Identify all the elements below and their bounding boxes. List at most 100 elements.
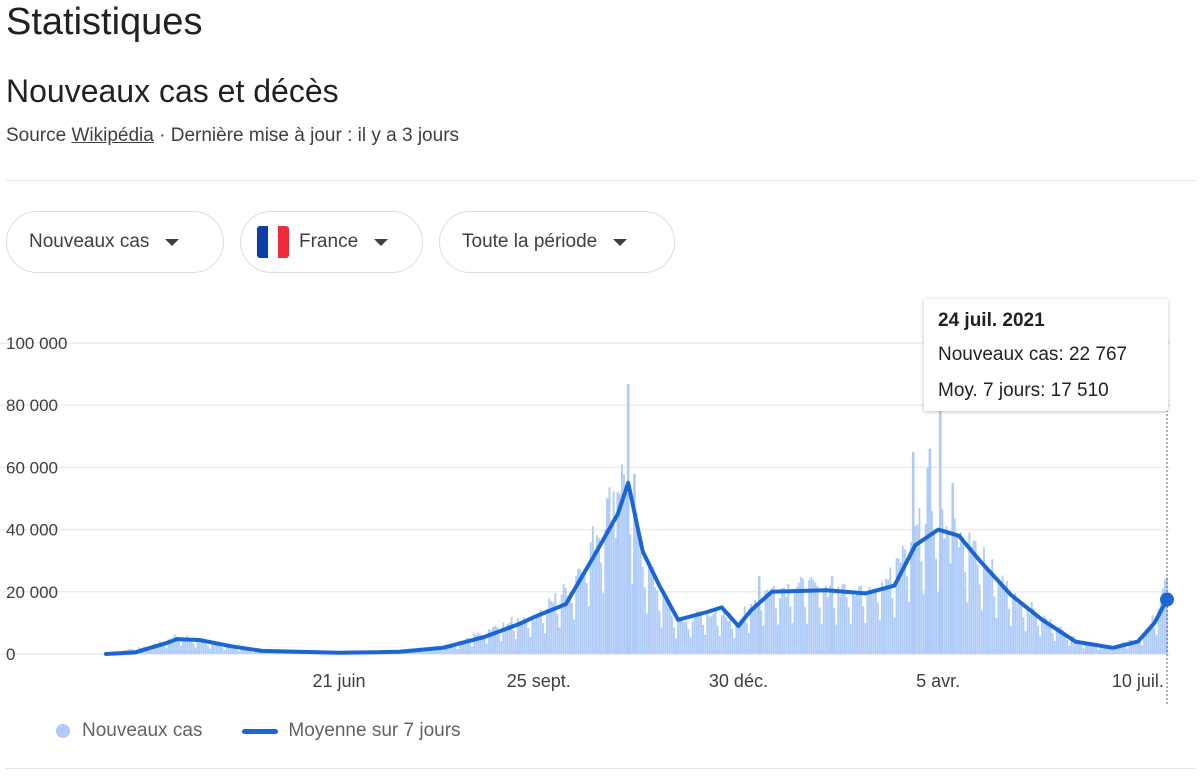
tooltip-cases-label: Nouveaux cas: [938, 344, 1069, 365]
daily-bar [702, 624, 705, 654]
daily-bar [167, 638, 170, 654]
daily-bar [566, 595, 569, 654]
chart-tooltip: 24 juil. 2021 Nouveaux cas: 22 767 Moy. … [924, 299, 1168, 411]
daily-bar [656, 590, 659, 654]
daily-bar [458, 640, 461, 654]
daily-bar [908, 601, 910, 654]
daily-bar [887, 580, 890, 654]
daily-bar [1130, 639, 1133, 654]
daily-bar [799, 576, 802, 654]
daily-bar-peak [951, 482, 955, 654]
tooltip-cases: Nouveaux cas: 22 767 [938, 343, 1154, 367]
daily-bar [209, 648, 211, 654]
daily-bar [777, 624, 779, 654]
daily-bar [610, 520, 613, 654]
daily-bar [467, 637, 469, 654]
daily-bar [471, 646, 474, 654]
daily-bar [982, 547, 985, 654]
daily-bar [236, 649, 238, 654]
daily-bar [727, 621, 729, 654]
daily-bar [889, 567, 892, 654]
daily-bar [885, 578, 888, 654]
daily-bar [972, 540, 975, 654]
daily-bar [1049, 619, 1052, 654]
daily-bar [1028, 613, 1031, 654]
caret-down-icon [613, 238, 628, 246]
daily-bar [1118, 644, 1121, 654]
daily-bar [1030, 601, 1033, 654]
period-dropdown[interactable]: Toute la période [439, 211, 675, 273]
daily-bar [442, 650, 444, 654]
daily-bar [1045, 618, 1048, 654]
daily-bar [978, 584, 981, 654]
daily-bar [516, 617, 519, 654]
x-tick-label: 21 juin [312, 671, 365, 691]
line-series [104, 480, 1169, 656]
daily-bar-peak [616, 492, 620, 654]
daily-bar [1026, 608, 1029, 654]
daily-bar [1139, 642, 1141, 654]
daily-bar [641, 566, 644, 654]
daily-bar [976, 564, 979, 654]
daily-bar [1111, 649, 1114, 654]
daily-bar [1141, 645, 1143, 654]
daily-bar [577, 568, 580, 654]
daily-bar [804, 606, 806, 654]
daily-bar [1037, 625, 1039, 654]
daily-bar [512, 630, 515, 654]
daily-bar-peak [830, 576, 834, 654]
daily-bar [839, 595, 842, 654]
daily-bar [248, 650, 251, 654]
cases-chart[interactable]: 0 20 000 40 000 60 000 80 000 100 000 21 juin… [0, 300, 1200, 720]
tooltip-cases-value: 22 767 [1068, 344, 1128, 365]
tooltip-average-label: Moy. 7 jours: [938, 380, 1051, 401]
daily-bar [991, 559, 994, 654]
daily-bar [695, 611, 698, 654]
daily-bar [673, 627, 675, 654]
daily-bar [192, 643, 195, 654]
daily-bar [760, 610, 763, 654]
y-tick-label: 20 000 [6, 583, 58, 602]
daily-bar [947, 531, 950, 654]
daily-bar [725, 616, 727, 654]
daily-bar [756, 602, 759, 654]
daily-bar [150, 650, 153, 654]
hover-point [1160, 592, 1174, 607]
daily-bar [444, 644, 447, 654]
daily-bar [1007, 608, 1010, 654]
daily-bar [200, 640, 203, 654]
metric-dropdown[interactable]: Nouveaux cas [6, 211, 224, 273]
daily-bar [186, 635, 189, 654]
daily-bar [729, 613, 732, 654]
daily-bar [240, 648, 243, 654]
daily-bar [608, 487, 611, 654]
daily-bar [1149, 624, 1152, 654]
country-dropdown[interactable]: France [240, 211, 423, 273]
wikipedia-link[interactable]: Wikipédia [71, 125, 154, 146]
daily-bar [764, 590, 767, 654]
daily-bar [604, 529, 607, 654]
daily-bar [498, 634, 501, 654]
daily-bar [937, 592, 940, 654]
daily-bar [621, 464, 623, 654]
daily-bar [731, 628, 734, 654]
daily-bar [556, 613, 559, 654]
daily-bar [612, 491, 615, 654]
daily-bar [854, 595, 856, 654]
daily-bar [968, 532, 971, 654]
daily-bar [943, 538, 946, 654]
daily-bar [1116, 645, 1119, 654]
daily-bar [1145, 629, 1148, 654]
daily-bar [194, 647, 197, 654]
daily-bar [1103, 644, 1106, 654]
daily-bar [157, 643, 159, 654]
daily-bar [1155, 634, 1158, 654]
daily-bar-peak [928, 448, 932, 654]
daily-bar [970, 546, 973, 654]
daily-bar [677, 620, 680, 654]
legend-bars-label: Nouveaux cas [82, 720, 203, 741]
daily-bar [1068, 645, 1071, 654]
daily-bar [891, 598, 894, 654]
daily-bar [573, 619, 576, 654]
daily-bar [456, 649, 459, 654]
